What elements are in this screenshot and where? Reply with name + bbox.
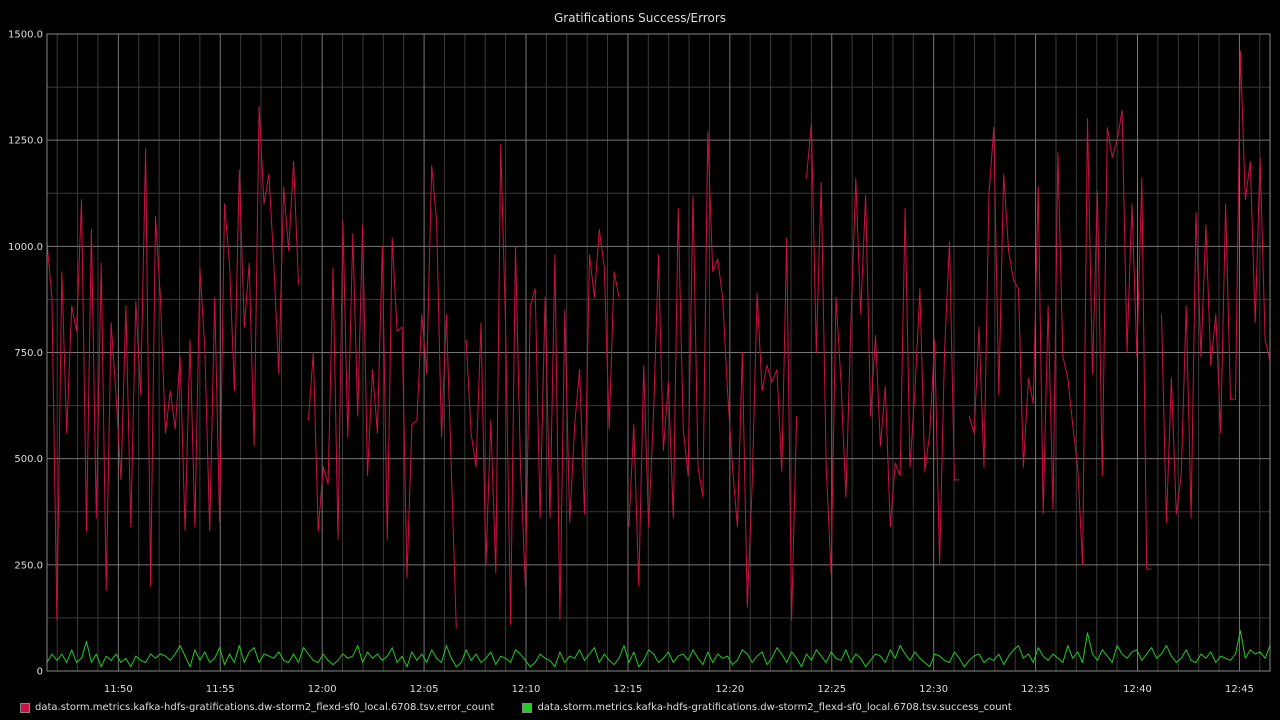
- legend: data.storm.metrics.kafka-hdfs-gratificat…: [20, 702, 1012, 713]
- x-axis-labels: 11:50 11:55 12:00 12:05 12:10 12:15 12:20 12:25…: [104, 684, 1254, 695]
- major-gridlines: [47, 33, 1270, 672]
- x-tick-label: 12:25: [817, 684, 846, 695]
- x-tick-label: 12:35: [1021, 684, 1050, 695]
- chart-title: Gratifications Success/Errors: [554, 11, 726, 25]
- series-line-success-count: [46, 630, 1271, 668]
- x-tick-label: 12:30: [919, 684, 948, 695]
- legend-label-success-count: data.storm.metrics.kafka-hdfs-gratificat…: [537, 702, 1012, 713]
- x-tick-label: 12:20: [715, 684, 744, 695]
- legend-item-error-count: data.storm.metrics.kafka-hdfs-gratificat…: [20, 702, 494, 713]
- x-tick-label: 12:05: [410, 684, 439, 695]
- y-tick-label: 750.0: [14, 348, 43, 359]
- legend-swatch-error-count: [20, 702, 30, 713]
- y-tick-label: 250.0: [14, 560, 43, 571]
- x-tick-label: 11:55: [206, 684, 235, 695]
- legend-label-error-count: data.storm.metrics.kafka-hdfs-gratificat…: [35, 702, 495, 713]
- series-layer: [46, 50, 1271, 668]
- y-tick-label: 1500.0: [8, 30, 43, 41]
- y-tick-label: 500.0: [14, 454, 43, 465]
- x-tick-label: 12:45: [1225, 684, 1254, 695]
- y-tick-label: 0: [37, 667, 43, 678]
- series-line-error-count: [46, 50, 1271, 629]
- x-tick-label: 12:10: [512, 684, 541, 695]
- y-axis-labels: 1500.0 1250.0 1000.0 750.0 500.0 250.0 0: [8, 30, 43, 678]
- legend-swatch-success-count: [522, 702, 533, 713]
- plot-border: [46, 33, 1271, 672]
- x-tick-label: 11:50: [104, 684, 133, 695]
- y-tick-label: 1250.0: [8, 136, 43, 147]
- x-tick-label: 12:00: [308, 684, 337, 695]
- y-tick-label: 1000.0: [8, 242, 43, 253]
- x-tick-label: 12:40: [1123, 684, 1152, 695]
- x-tick-label: 12:15: [614, 684, 643, 695]
- legend-item-success-count: data.storm.metrics.kafka-hdfs-gratificat…: [522, 702, 1012, 713]
